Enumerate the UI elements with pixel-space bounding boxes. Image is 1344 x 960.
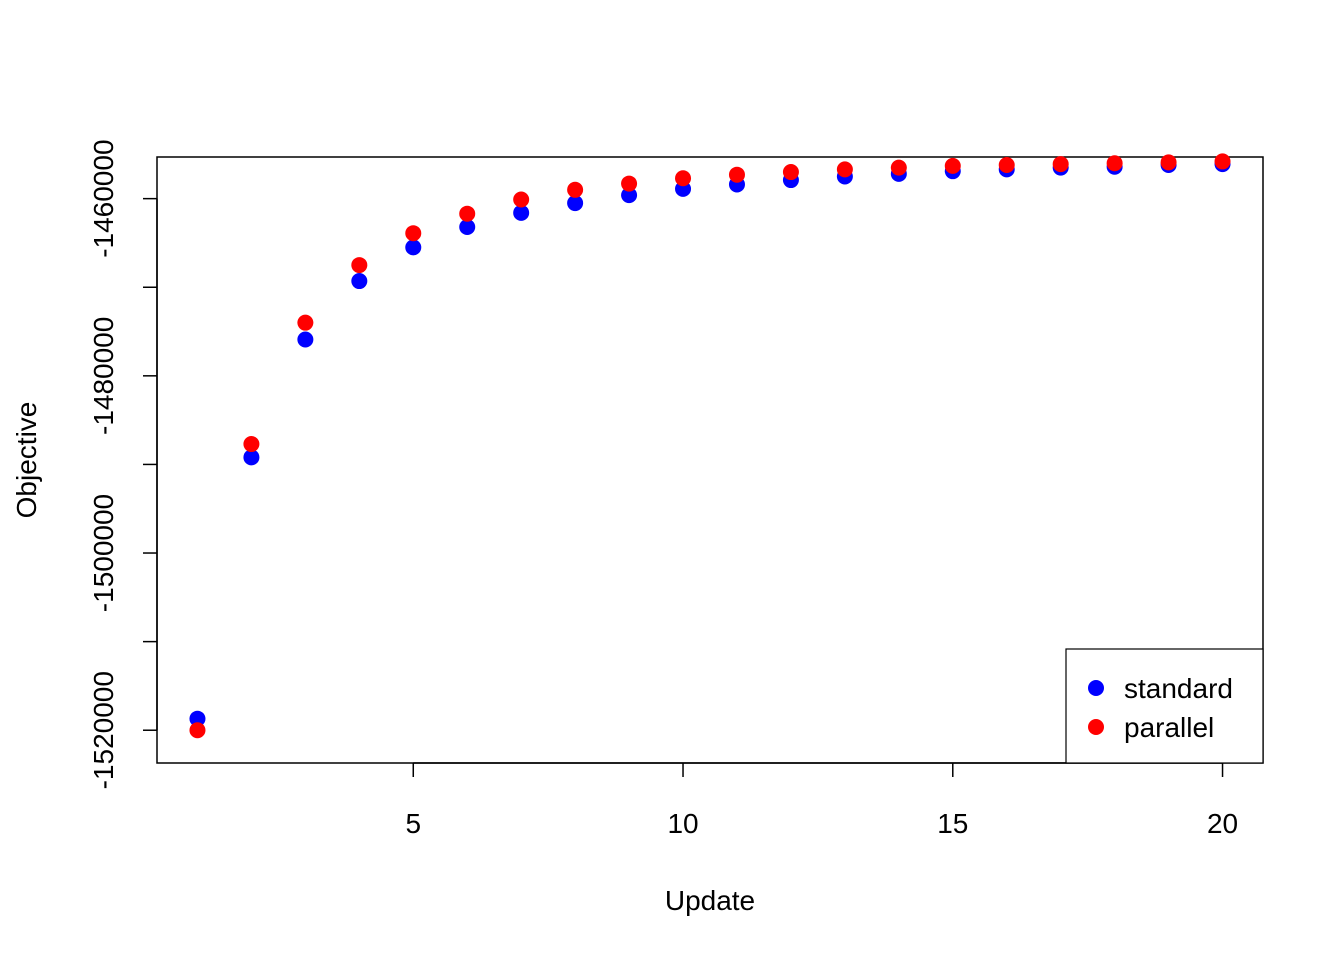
point-standard	[405, 239, 422, 256]
point-parallel	[1106, 155, 1123, 172]
legend-label-parallel: parallel	[1124, 712, 1214, 743]
point-standard	[297, 331, 314, 348]
y-tick-label: -1480000	[88, 317, 119, 435]
legend-marker-parallel	[1088, 719, 1104, 735]
y-tick-label: -1460000	[88, 139, 119, 257]
point-parallel	[728, 166, 745, 183]
legend-marker-standard	[1088, 680, 1104, 696]
point-parallel	[513, 191, 530, 208]
legend-box	[1065, 648, 1264, 764]
point-parallel	[1214, 153, 1231, 170]
x-tick-label: 20	[1207, 808, 1238, 839]
x-tick-label: 5	[405, 808, 421, 839]
y-axis: -1520000 -1500000 -1480000 -1460000	[88, 139, 158, 789]
point-parallel	[189, 722, 206, 739]
x-tick-label: 10	[667, 808, 698, 839]
point-standard	[351, 273, 368, 290]
point-parallel	[782, 164, 799, 181]
y-tick-label: -1500000	[88, 494, 119, 612]
point-standard	[513, 204, 530, 221]
point-parallel	[297, 314, 314, 331]
point-standard	[621, 187, 638, 204]
legend: standard parallel	[1065, 648, 1264, 764]
point-parallel	[243, 436, 260, 453]
point-standard	[567, 195, 584, 212]
point-parallel	[1052, 156, 1069, 173]
data-points	[189, 153, 1231, 739]
point-parallel	[944, 157, 961, 174]
point-standard	[459, 218, 476, 235]
point-standard	[189, 710, 206, 727]
y-axis-label: Objective	[11, 402, 42, 519]
point-standard	[243, 449, 260, 466]
point-parallel	[836, 161, 853, 178]
point-parallel	[1160, 154, 1177, 171]
legend-label-standard: standard	[1124, 673, 1233, 704]
point-parallel	[890, 159, 907, 176]
y-tick-label: -1520000	[88, 671, 119, 789]
point-parallel	[567, 181, 584, 198]
x-axis: 5 10 15 20	[405, 762, 1238, 839]
point-parallel	[998, 156, 1015, 173]
point-parallel	[675, 170, 692, 187]
point-parallel	[459, 205, 476, 222]
x-tick-label: 15	[937, 808, 968, 839]
point-parallel	[405, 225, 422, 242]
point-parallel	[621, 175, 638, 192]
point-parallel	[351, 257, 368, 274]
x-axis-label: Update	[665, 885, 755, 916]
